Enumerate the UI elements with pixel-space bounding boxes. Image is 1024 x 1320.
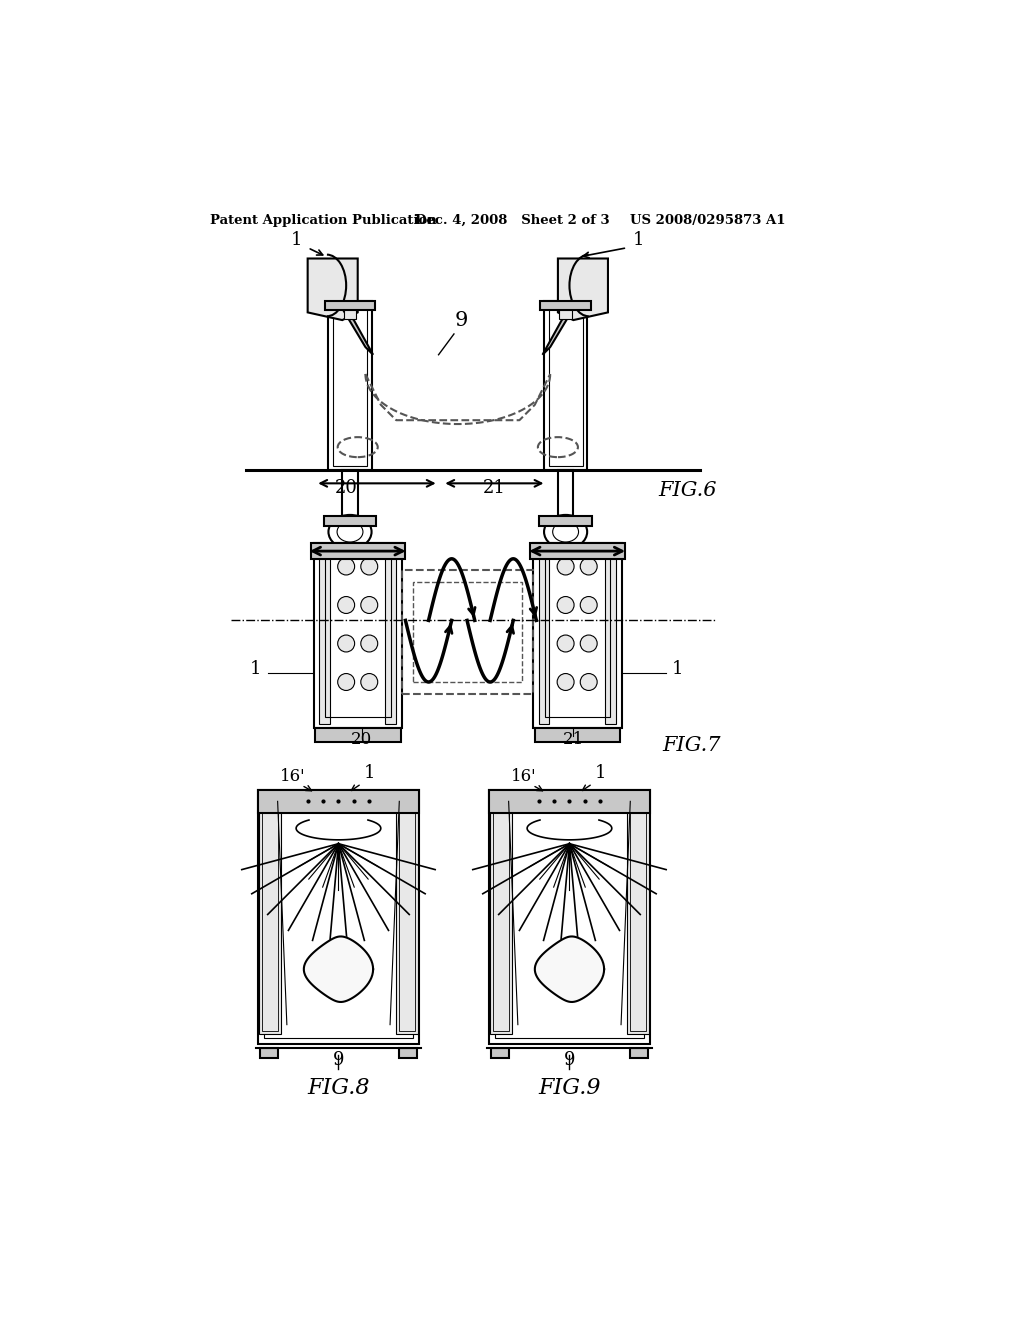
- Text: US 2008/0295873 A1: US 2008/0295873 A1: [630, 214, 785, 227]
- FancyBboxPatch shape: [628, 799, 649, 1034]
- FancyBboxPatch shape: [605, 548, 615, 725]
- Text: FIG.7: FIG.7: [662, 737, 720, 755]
- FancyBboxPatch shape: [535, 729, 621, 742]
- FancyBboxPatch shape: [259, 799, 281, 1034]
- Circle shape: [360, 635, 378, 652]
- Text: FIG.6: FIG.6: [658, 480, 717, 500]
- Polygon shape: [558, 259, 608, 321]
- Text: 1: 1: [364, 764, 375, 783]
- FancyBboxPatch shape: [539, 548, 550, 725]
- Text: 9: 9: [333, 1052, 344, 1069]
- FancyBboxPatch shape: [558, 470, 573, 516]
- Text: Patent Application Publication: Patent Application Publication: [210, 214, 436, 227]
- FancyBboxPatch shape: [260, 1048, 279, 1057]
- FancyBboxPatch shape: [541, 301, 591, 310]
- FancyBboxPatch shape: [490, 1048, 509, 1057]
- FancyBboxPatch shape: [258, 789, 419, 1044]
- FancyBboxPatch shape: [325, 301, 376, 310]
- Circle shape: [338, 635, 354, 652]
- Text: 9: 9: [563, 1052, 575, 1069]
- Text: 20: 20: [335, 479, 357, 498]
- FancyBboxPatch shape: [324, 516, 376, 525]
- FancyBboxPatch shape: [490, 799, 512, 1034]
- Polygon shape: [307, 259, 357, 321]
- Circle shape: [360, 597, 378, 614]
- Text: 20: 20: [351, 730, 372, 747]
- Text: 21: 21: [482, 479, 506, 498]
- FancyBboxPatch shape: [344, 310, 356, 319]
- Text: 1: 1: [250, 660, 261, 678]
- Polygon shape: [543, 309, 573, 355]
- Text: 1: 1: [672, 660, 683, 678]
- Text: 9: 9: [455, 312, 468, 330]
- FancyBboxPatch shape: [396, 799, 418, 1034]
- Circle shape: [338, 673, 354, 690]
- Circle shape: [557, 597, 574, 614]
- FancyBboxPatch shape: [489, 789, 649, 813]
- Circle shape: [557, 558, 574, 576]
- Text: 16': 16': [510, 767, 537, 784]
- Text: 1: 1: [291, 231, 302, 249]
- Ellipse shape: [329, 515, 372, 549]
- Circle shape: [360, 673, 378, 690]
- Polygon shape: [304, 936, 373, 1002]
- FancyBboxPatch shape: [342, 470, 357, 516]
- Circle shape: [338, 597, 354, 614]
- FancyBboxPatch shape: [385, 548, 396, 725]
- FancyBboxPatch shape: [534, 544, 622, 729]
- FancyBboxPatch shape: [530, 544, 625, 558]
- FancyBboxPatch shape: [310, 544, 406, 558]
- Circle shape: [581, 673, 597, 690]
- Text: 1: 1: [633, 231, 644, 249]
- FancyBboxPatch shape: [559, 310, 571, 319]
- Text: Dec. 4, 2008   Sheet 2 of 3: Dec. 4, 2008 Sheet 2 of 3: [416, 214, 610, 227]
- Text: 1: 1: [595, 764, 606, 783]
- FancyBboxPatch shape: [315, 729, 400, 742]
- Text: 16': 16': [280, 767, 305, 784]
- FancyBboxPatch shape: [540, 516, 592, 525]
- Text: 21: 21: [562, 730, 584, 747]
- Circle shape: [557, 635, 574, 652]
- FancyBboxPatch shape: [630, 1048, 648, 1057]
- Polygon shape: [535, 936, 604, 1002]
- FancyBboxPatch shape: [329, 301, 372, 470]
- Ellipse shape: [544, 515, 587, 549]
- FancyBboxPatch shape: [258, 789, 419, 813]
- Circle shape: [338, 558, 354, 576]
- FancyBboxPatch shape: [313, 544, 402, 729]
- Circle shape: [557, 673, 574, 690]
- Circle shape: [360, 558, 378, 576]
- Circle shape: [581, 635, 597, 652]
- FancyBboxPatch shape: [319, 548, 330, 725]
- FancyBboxPatch shape: [488, 789, 650, 1044]
- FancyBboxPatch shape: [544, 301, 587, 470]
- Text: FIG.9: FIG.9: [539, 1077, 601, 1100]
- Polygon shape: [342, 309, 373, 355]
- Text: FIG.8: FIG.8: [307, 1077, 370, 1100]
- Circle shape: [581, 597, 597, 614]
- FancyBboxPatch shape: [398, 1048, 417, 1057]
- Circle shape: [581, 558, 597, 576]
